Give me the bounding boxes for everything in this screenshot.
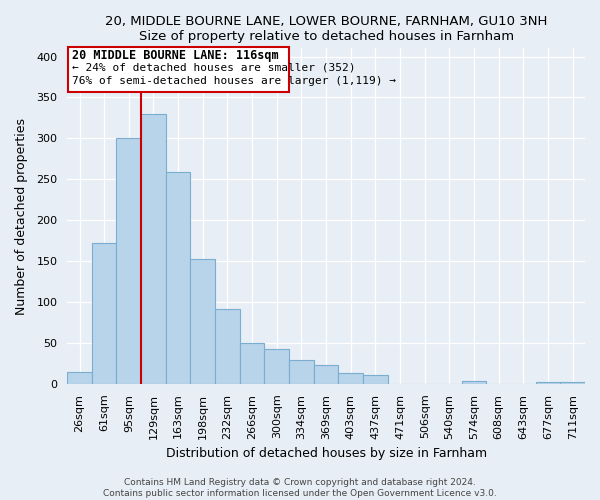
Bar [560, 382, 585, 384]
Bar [116, 138, 141, 384]
Text: 76% of semi-detached houses are larger (1,119) →: 76% of semi-detached houses are larger (… [73, 76, 397, 86]
Bar [536, 382, 560, 384]
Bar [265, 348, 289, 384]
X-axis label: Distribution of detached houses by size in Farnham: Distribution of detached houses by size … [166, 447, 487, 460]
Text: 20 MIDDLE BOURNE LANE: 116sqm: 20 MIDDLE BOURNE LANE: 116sqm [73, 49, 279, 62]
Bar [215, 308, 240, 384]
Title: 20, MIDDLE BOURNE LANE, LOWER BOURNE, FARNHAM, GU10 3NH
Size of property relativ: 20, MIDDLE BOURNE LANE, LOWER BOURNE, FA… [105, 15, 547, 43]
Bar [240, 343, 265, 384]
Bar [363, 375, 388, 384]
Bar [92, 243, 116, 384]
Bar [141, 114, 166, 384]
Text: ← 24% of detached houses are smaller (352): ← 24% of detached houses are smaller (35… [73, 62, 356, 72]
Bar [67, 372, 92, 384]
Text: Contains HM Land Registry data © Crown copyright and database right 2024.
Contai: Contains HM Land Registry data © Crown c… [103, 478, 497, 498]
Y-axis label: Number of detached properties: Number of detached properties [15, 118, 28, 314]
Bar [462, 382, 487, 384]
Bar [166, 172, 190, 384]
Bar [289, 360, 314, 384]
Bar [338, 374, 363, 384]
Bar [314, 365, 338, 384]
Bar [190, 258, 215, 384]
